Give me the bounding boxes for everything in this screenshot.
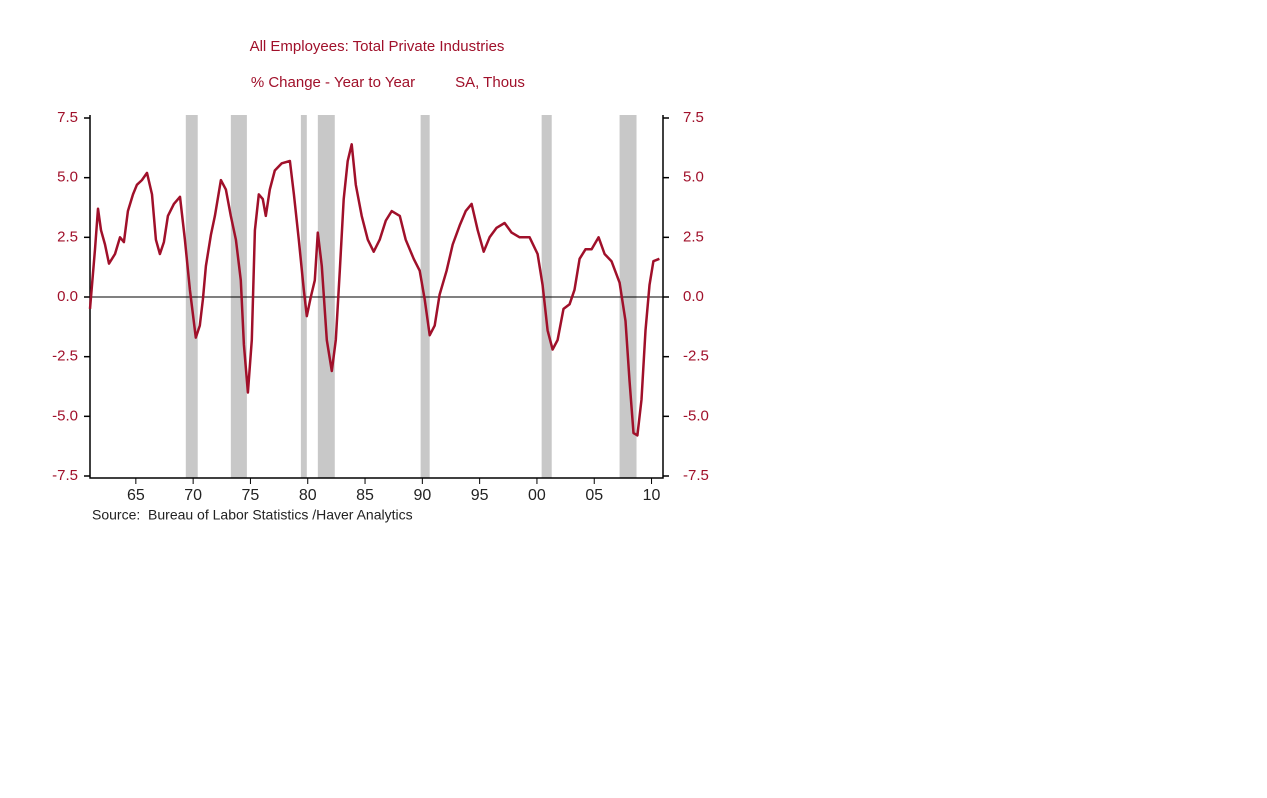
data-line <box>88 143 660 437</box>
y2-tick-label: 2.5 <box>683 228 704 245</box>
y-tick-label: 2.5 <box>57 228 78 245</box>
y2-tick-label: 0.0 <box>683 288 704 305</box>
y2-tick-label: -7.5 <box>683 467 709 484</box>
x-tick-label: 80 <box>299 487 317 504</box>
y-tick-label: -2.5 <box>52 348 78 365</box>
x-tick-label: 95 <box>471 487 489 504</box>
chart-subtitle: % Change - Year to Year <box>251 74 415 91</box>
x-tick-label: 65 <box>127 487 145 504</box>
y2-tick-label: -2.5 <box>683 348 709 365</box>
y2-tick-label: -5.0 <box>683 407 709 424</box>
x-tick-label: 75 <box>242 487 260 504</box>
chart-units: SA, Thous <box>455 74 525 91</box>
source-note: Source: Bureau of Labor Statistics /Have… <box>92 507 413 523</box>
y-tick-label: 7.5 <box>57 109 78 126</box>
chart-title: All Employees: Total Private Industries <box>250 38 505 55</box>
y-tick-label: 0.0 <box>57 288 78 305</box>
y-tick-label: -5.0 <box>52 407 78 424</box>
x-tick-label: 90 <box>413 487 431 504</box>
y2-tick-label: 5.0 <box>683 169 704 186</box>
x-tick-label: 70 <box>184 487 202 504</box>
x-tick-label: 85 <box>356 487 374 504</box>
x-tick-label: 10 <box>643 487 661 504</box>
y-tick-label: -7.5 <box>52 467 78 484</box>
x-tick-label: 05 <box>585 487 603 504</box>
y2-tick-label: 7.5 <box>683 109 704 126</box>
y-tick-label: 5.0 <box>57 169 78 186</box>
x-tick-label: 00 <box>528 487 546 504</box>
